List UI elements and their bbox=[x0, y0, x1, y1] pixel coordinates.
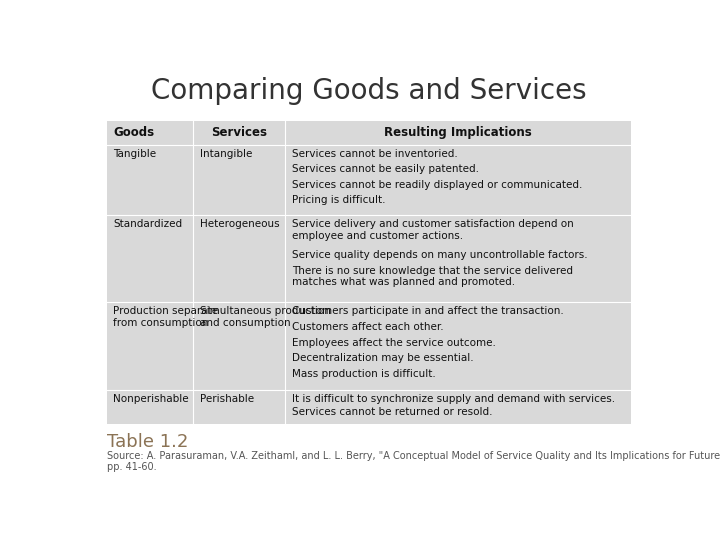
Text: Standardized: Standardized bbox=[114, 219, 183, 229]
Text: Decentralization may be essential.: Decentralization may be essential. bbox=[292, 353, 474, 363]
Text: Pricing is difficult.: Pricing is difficult. bbox=[292, 195, 385, 205]
Text: Intangible: Intangible bbox=[200, 149, 252, 159]
Text: Services: Services bbox=[211, 126, 267, 139]
Text: Customers participate in and affect the transaction.: Customers participate in and affect the … bbox=[292, 306, 564, 316]
Text: Services cannot be easily patented.: Services cannot be easily patented. bbox=[292, 164, 479, 174]
Text: Resulting Implications: Resulting Implications bbox=[384, 126, 532, 139]
Text: Goods: Goods bbox=[114, 126, 155, 139]
Bar bbox=[107, 121, 631, 424]
Text: Services cannot be returned or resold.: Services cannot be returned or resold. bbox=[292, 407, 492, 417]
Text: Employees affect the service outcome.: Employees affect the service outcome. bbox=[292, 338, 496, 348]
Text: Comparing Goods and Services: Comparing Goods and Services bbox=[151, 77, 587, 105]
Text: It is difficult to synchronize supply and demand with services.: It is difficult to synchronize supply an… bbox=[292, 394, 615, 404]
Text: Source: A. Parasuraman, V.A. Zeithaml, and L. L. Berry, "A Conceptual Model of S: Source: A. Parasuraman, V.A. Zeithaml, a… bbox=[107, 451, 720, 472]
Text: Service delivery and customer satisfaction depend on
employee and customer actio: Service delivery and customer satisfacti… bbox=[292, 219, 574, 241]
Text: There is no sure knowledge that the service delivered
matches what was planned a: There is no sure knowledge that the serv… bbox=[292, 266, 573, 287]
Text: Simultaneous production
and consumption: Simultaneous production and consumption bbox=[200, 306, 330, 328]
Text: Services cannot be readily displayed or communicated.: Services cannot be readily displayed or … bbox=[292, 180, 582, 190]
Text: Customers affect each other.: Customers affect each other. bbox=[292, 322, 444, 332]
Text: Nonperishable: Nonperishable bbox=[114, 394, 189, 404]
Text: Table 1.2: Table 1.2 bbox=[107, 433, 188, 451]
Text: Production separate
from consumption: Production separate from consumption bbox=[114, 306, 219, 328]
Text: Tangible: Tangible bbox=[114, 149, 156, 159]
Text: Mass production is difficult.: Mass production is difficult. bbox=[292, 369, 436, 379]
Text: Heterogeneous: Heterogeneous bbox=[200, 219, 279, 229]
Text: Perishable: Perishable bbox=[200, 394, 254, 404]
Text: Service quality depends on many uncontrollable factors.: Service quality depends on many uncontro… bbox=[292, 250, 588, 260]
Text: Services cannot be inventoried.: Services cannot be inventoried. bbox=[292, 149, 458, 159]
